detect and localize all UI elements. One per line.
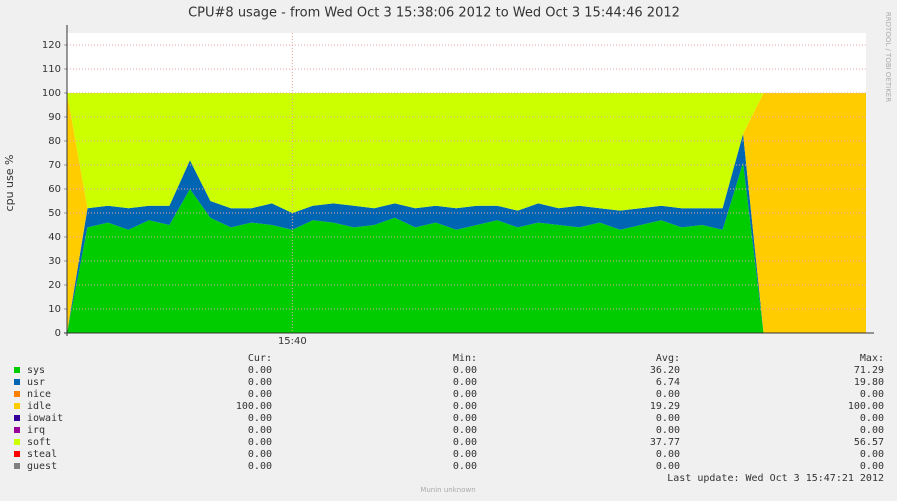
legend-label: guest: [27, 461, 57, 472]
legend-stat: 0.00: [453, 377, 477, 388]
legend-stat: 0.00: [248, 461, 272, 472]
stat-header: Min:: [453, 353, 477, 364]
legend-label: usr: [27, 377, 45, 388]
legend-stat: 0.00: [453, 425, 477, 436]
legend-stat: 0.00: [248, 377, 272, 388]
side-text: RRDTOOL / TOBI OETIKER: [884, 12, 892, 102]
y-tick-label: 20: [48, 280, 61, 291]
legend-stat: 19.80: [854, 377, 884, 388]
legend-stat: 0.00: [248, 437, 272, 448]
y-tick-label: 0: [55, 328, 61, 339]
legend-stat: 0.00: [248, 389, 272, 400]
legend-swatch: [14, 427, 20, 433]
legend-stat: 0.00: [248, 425, 272, 436]
legend-stat: 0.00: [453, 413, 477, 424]
legend-label: nice: [27, 389, 51, 400]
legend-stat: 100.00: [236, 401, 272, 412]
y-tick-label: 120: [42, 40, 61, 51]
legend-stat: 0.00: [656, 425, 680, 436]
legend-label: soft: [27, 437, 51, 448]
legend-stat: 0.00: [656, 413, 680, 424]
y-tick-label: 30: [48, 256, 61, 267]
legend-swatch: [14, 451, 20, 457]
legend-stat: 0.00: [453, 365, 477, 376]
legend-label: irq: [27, 425, 45, 436]
y-tick-label: 40: [48, 232, 61, 243]
legend-label: iowait: [27, 413, 63, 424]
legend-stat: 0.00: [860, 425, 884, 436]
legend-swatch: [14, 367, 20, 373]
legend-stat: 36.20: [650, 365, 680, 376]
legend-swatch: [14, 403, 20, 409]
legend-stat: 56.57: [854, 437, 884, 448]
legend-stat: 0.00: [248, 449, 272, 460]
x-tick-label: 15:40: [278, 336, 307, 347]
legend-swatch: [14, 439, 20, 445]
legend-stat: 0.00: [860, 449, 884, 460]
y-axis-label: cpu use %: [3, 155, 16, 212]
legend-label: idle: [27, 401, 51, 412]
y-tick-label: 100: [42, 88, 61, 99]
legend-stat: 0.00: [453, 437, 477, 448]
y-tick-label: 90: [48, 112, 61, 123]
stat-header: Avg:: [656, 353, 680, 364]
legend-swatch: [14, 415, 20, 421]
last-update: Last update: Wed Oct 3 15:47:21 2012: [667, 473, 884, 484]
y-tick-label: 60: [48, 184, 61, 195]
legend-stat: 0.00: [248, 413, 272, 424]
y-tick-label: 50: [48, 208, 61, 219]
legend-stat: 0.00: [453, 389, 477, 400]
stat-header: Cur:: [248, 353, 272, 364]
legend-stat: 0.00: [656, 449, 680, 460]
legend-label: sys: [27, 365, 45, 376]
y-tick-label: 80: [48, 136, 61, 147]
legend-stat: 6.74: [656, 377, 680, 388]
stat-header: Max:: [860, 353, 884, 364]
legend-stat: 0.00: [860, 461, 884, 472]
legend-label: steal: [27, 449, 57, 460]
legend-stat: 0.00: [248, 365, 272, 376]
legend-stat: 0.00: [453, 401, 477, 412]
legend-swatch: [14, 463, 20, 469]
legend-stat: 0.00: [860, 413, 884, 424]
chart-title: CPU#8 usage - from Wed Oct 3 15:38:06 20…: [188, 6, 680, 21]
area: [67, 93, 866, 333]
y-tick-label: 110: [42, 64, 61, 75]
legend-stat: 19.29: [650, 401, 680, 412]
legend-stat: 0.00: [656, 461, 680, 472]
legend-stat: 0.00: [453, 449, 477, 460]
legend-stat: 100.00: [848, 401, 884, 412]
legend-swatch: [14, 379, 20, 385]
footer: Munin unknown: [420, 486, 475, 494]
legend-stat: 37.77: [650, 437, 680, 448]
legend-stat: 71.29: [854, 365, 884, 376]
legend-stat: 0.00: [860, 389, 884, 400]
area: [67, 93, 866, 213]
y-tick-label: 70: [48, 160, 61, 171]
legend-stat: 0.00: [453, 461, 477, 472]
area: [67, 162, 866, 333]
legend-swatch: [14, 391, 20, 397]
y-tick-label: 10: [48, 304, 61, 315]
legend-stat: 0.00: [656, 389, 680, 400]
